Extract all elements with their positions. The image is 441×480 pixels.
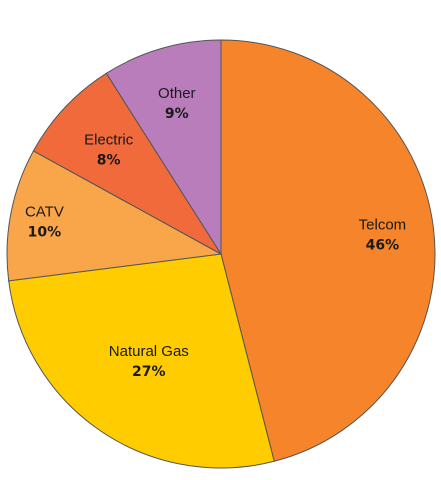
slice-label-telcom: Telcom xyxy=(359,217,407,234)
pie-slice-natural-gas xyxy=(8,253,275,469)
slice-label-natural-gas: Natural Gas xyxy=(109,343,189,360)
pie-slice-other xyxy=(105,39,222,256)
slice-value-natural-gas: 27% xyxy=(132,364,166,380)
pie-slice-catv xyxy=(6,150,223,282)
slice-label-other: Other xyxy=(158,85,196,102)
slice-value-telcom: 46% xyxy=(366,238,400,254)
slice-value-catv: 10% xyxy=(28,224,62,240)
slice-label-electric: Electric xyxy=(84,132,134,149)
pie-slices xyxy=(6,39,436,469)
pie-slice-telcom xyxy=(220,39,436,462)
slice-label-catv: CATV xyxy=(25,203,64,220)
pie-labels: Telcom 46% Natural Gas 27% CATV 10% Electric 8%… xyxy=(25,85,406,380)
slice-value-other: 9% xyxy=(165,106,189,122)
pie-slice-electric xyxy=(32,72,222,255)
slice-value-electric: 8% xyxy=(97,153,121,169)
